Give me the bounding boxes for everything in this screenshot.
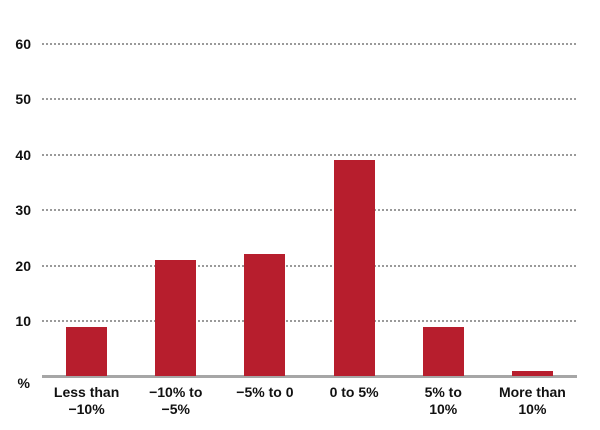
x-axis-line — [42, 375, 577, 378]
x-category-label-3: 0 to 5% — [329, 384, 379, 400]
y-tick-label-60: 60 — [15, 35, 31, 52]
x-category-label-5: More than 10% — [498, 384, 566, 417]
bar-2 — [244, 254, 286, 377]
y-axis-unit-label: % — [17, 375, 30, 391]
gridline-60 — [42, 42, 577, 45]
x-category-label-1: −10% to −5% — [149, 384, 203, 417]
gridline-20 — [42, 264, 577, 267]
bar-4 — [422, 326, 464, 377]
y-tick-label-50: 50 — [15, 91, 31, 107]
bar-1 — [155, 259, 197, 377]
bar-3 — [333, 160, 375, 377]
gridline-10 — [42, 320, 577, 322]
x-category-label-4: 5% to 10% — [424, 384, 462, 417]
bar-0 — [66, 326, 108, 377]
gridline-30 — [42, 209, 577, 211]
y-tick-label-20: 20 — [15, 257, 31, 274]
gridline-40 — [42, 153, 577, 156]
x-category-label-2: −5% to 0 — [236, 384, 294, 400]
y-tick-label-40: 40 — [15, 146, 31, 163]
y-tick-label-10: 10 — [15, 313, 31, 329]
x-category-label-0: Less than −10% — [53, 384, 120, 417]
bar-5 — [511, 370, 553, 377]
y-tick-label-30: 30 — [15, 202, 31, 218]
gridline-50 — [42, 98, 577, 100]
